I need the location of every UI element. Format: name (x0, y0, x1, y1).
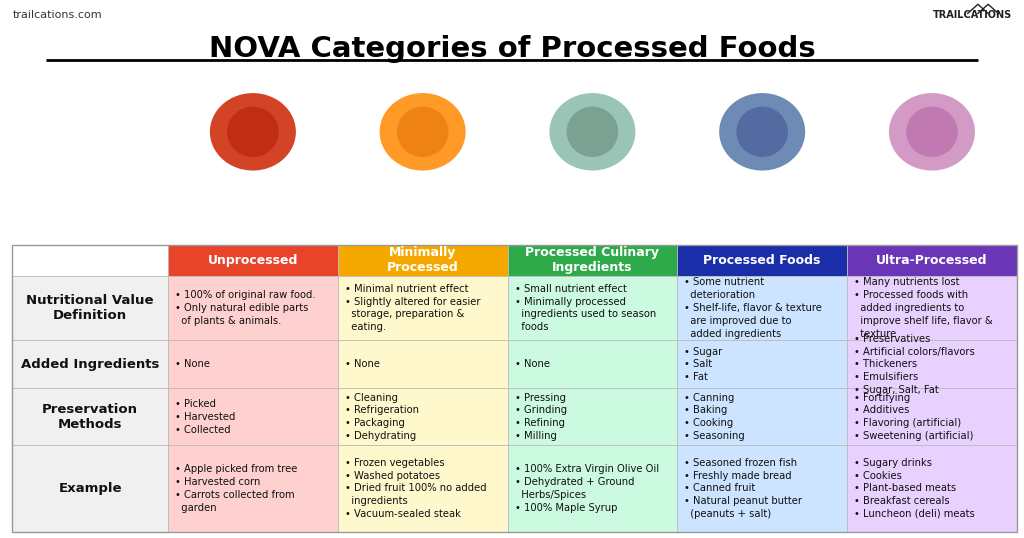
Bar (338, 388, 508, 445)
Bar (338, 445, 508, 532)
Bar (168, 445, 338, 532)
Bar (847, 245, 1017, 276)
Text: • None: • None (515, 359, 550, 370)
Bar (677, 276, 847, 340)
Text: • Pressing
• Grinding
• Refining
• Milling: • Pressing • Grinding • Refining • Milli… (515, 393, 567, 441)
Text: Preservation
Methods: Preservation Methods (42, 402, 138, 431)
Ellipse shape (550, 93, 636, 171)
Bar (168, 276, 338, 340)
Bar (338, 276, 508, 340)
Bar (508, 245, 677, 276)
Bar (677, 340, 847, 388)
Text: Unprocessed: Unprocessed (208, 254, 298, 267)
Text: • Frozen vegetables
• Washed potatoes
• Dried fruit 100% no added
  ingredients
: • Frozen vegetables • Washed potatoes • … (345, 458, 486, 519)
Text: Processed Foods: Processed Foods (703, 254, 821, 267)
Text: trailcations.com: trailcations.com (12, 10, 102, 20)
Text: • Seasoned frozen fish
• Freshly made bread
• Canned fruit
• Natural peanut butt: • Seasoned frozen fish • Freshly made br… (684, 458, 803, 519)
Text: • None: • None (345, 359, 380, 370)
Ellipse shape (380, 93, 466, 171)
Text: • Minimal nutrient effect
• Slightly altered for easier
  storage, preparation &: • Minimal nutrient effect • Slightly alt… (345, 284, 480, 332)
Text: • Sugary drinks
• Cookies
• Plant-based meats
• Breakfast cereals
• Luncheon (de: • Sugary drinks • Cookies • Plant-based … (854, 458, 975, 519)
Bar (847, 276, 1017, 340)
Text: • Sugar
• Salt
• Fat: • Sugar • Salt • Fat (684, 346, 723, 382)
Ellipse shape (889, 93, 975, 171)
Text: Nutritional Value
Definition: Nutritional Value Definition (27, 294, 154, 322)
Bar (508, 445, 677, 532)
Text: • 100% of original raw food.
• Only natural edible parts
  of plants & animals.: • 100% of original raw food. • Only natu… (175, 290, 315, 326)
Ellipse shape (906, 107, 957, 157)
Ellipse shape (736, 107, 788, 157)
Bar (338, 340, 508, 388)
Bar (677, 445, 847, 532)
Ellipse shape (719, 93, 805, 171)
Text: • Many nutrients lost
• Processed foods with
  added ingredients to
  improve sh: • Many nutrients lost • Processed foods … (854, 278, 993, 338)
Bar (847, 445, 1017, 532)
Text: TRAILCATIONS: TRAILCATIONS (933, 10, 1012, 20)
Text: • Some nutrient
  deterioration
• Shelf-life, flavor & texture
  are improved du: • Some nutrient deterioration • Shelf-li… (684, 278, 822, 338)
Bar (12, 276, 168, 340)
Bar (12, 340, 168, 388)
Bar (168, 340, 338, 388)
Bar (508, 388, 677, 445)
Text: Processed Culinary
Ingredients: Processed Culinary Ingredients (525, 246, 659, 274)
Bar (168, 388, 338, 445)
Text: • 100% Extra Virgin Olive Oil
• Dehydrated + Ground
  Herbs/Spices
• 100% Maple : • 100% Extra Virgin Olive Oil • Dehydrat… (515, 464, 658, 513)
Bar (847, 388, 1017, 445)
Ellipse shape (397, 107, 449, 157)
Ellipse shape (566, 107, 618, 157)
Bar (168, 245, 338, 276)
Bar (338, 245, 508, 276)
Text: • Picked
• Harvested
• Collected: • Picked • Harvested • Collected (175, 399, 236, 435)
Text: • Apple picked from tree
• Harvested corn
• Carrots collected from
  garden: • Apple picked from tree • Harvested cor… (175, 464, 298, 513)
Bar (12, 245, 168, 276)
Text: • None: • None (175, 359, 210, 370)
Text: Example: Example (58, 482, 122, 495)
Text: • Preservatives
• Artificial colors/flavors
• Thickeners
• Emulsifiers
• Sugar, : • Preservatives • Artificial colors/flav… (854, 334, 975, 395)
Text: Ultra-Processed: Ultra-Processed (877, 254, 988, 267)
Bar (508, 340, 677, 388)
Ellipse shape (210, 93, 296, 171)
Text: • Small nutrient effect
• Minimally processed
  ingredients used to season
  foo: • Small nutrient effect • Minimally proc… (515, 284, 656, 332)
Text: Added Ingredients: Added Ingredients (20, 358, 160, 371)
Text: • Cleaning
• Refrigeration
• Packaging
• Dehydrating: • Cleaning • Refrigeration • Packaging •… (345, 393, 419, 441)
Text: Minimally
Processed: Minimally Processed (387, 246, 459, 274)
Bar (677, 245, 847, 276)
Ellipse shape (227, 107, 279, 157)
Bar (12, 388, 168, 445)
Text: NOVA Categories of Processed Foods: NOVA Categories of Processed Foods (209, 35, 815, 63)
Bar (12, 245, 1017, 532)
Bar (677, 388, 847, 445)
Text: • Fortifying
• Additives
• Flavoring (artificial)
• Sweetening (artificial): • Fortifying • Additives • Flavoring (ar… (854, 393, 974, 441)
Bar (12, 445, 168, 532)
Bar (847, 340, 1017, 388)
Text: • Canning
• Baking
• Cooking
• Seasoning: • Canning • Baking • Cooking • Seasoning (684, 393, 745, 441)
Bar (508, 276, 677, 340)
